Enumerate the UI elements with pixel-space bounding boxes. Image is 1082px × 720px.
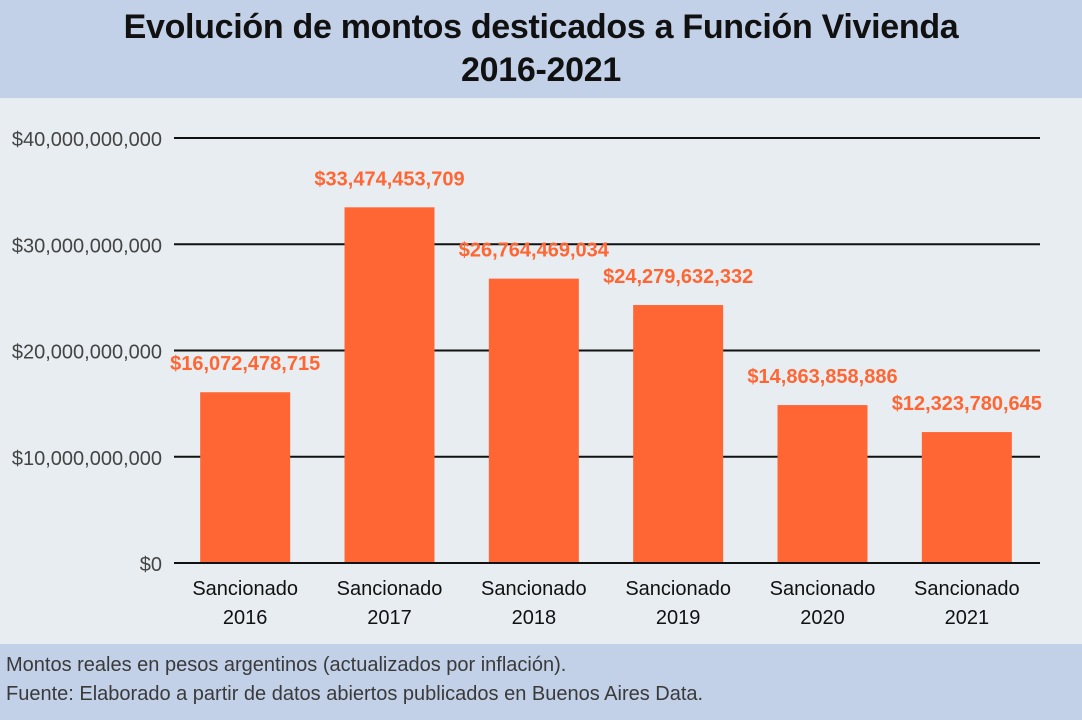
- y-tick-label: $20,000,000,000: [12, 342, 162, 364]
- y-tick-label: $0: [140, 554, 162, 576]
- chart-title: Evolución de montos desticados a Función…: [0, 6, 1082, 92]
- x-tick-label: Sancionado: [625, 578, 731, 600]
- bar-chart: $0 $10,000,000,000 $20,000,000,000 $30,000,…: [12, 129, 1042, 629]
- footer-note-units: Montos reales en pesos argentinos (actua…: [6, 654, 567, 676]
- chart-title-line2: 2016-2021: [461, 51, 621, 89]
- data-label: $24,279,632,332: [603, 266, 753, 288]
- y-tick-label: $10,000,000,000: [12, 448, 162, 470]
- bar: [633, 305, 724, 563]
- x-tick-label: Sancionado: [770, 578, 876, 600]
- chart-title-line1: Evolución de montos desticados a Función…: [123, 8, 959, 46]
- x-tick-label: Sancionado: [337, 578, 443, 600]
- x-tick-label: 2020: [800, 607, 845, 629]
- footer-note-source: Fuente: Elaborado a partir de datos abie…: [6, 683, 704, 705]
- data-label: $12,323,780,645: [892, 393, 1042, 415]
- bar: [921, 432, 1012, 563]
- x-tick-label: 2018: [512, 607, 557, 629]
- x-tick-label: 2019: [656, 607, 701, 629]
- bar: [488, 278, 579, 563]
- data-label: $14,863,858,886: [747, 366, 897, 388]
- y-tick-label: $30,000,000,000: [12, 235, 162, 257]
- data-label: $26,764,469,034: [459, 240, 610, 262]
- x-tick-label: Sancionado: [192, 578, 298, 600]
- y-tick-label: $40,000,000,000: [12, 129, 162, 151]
- x-tick-label: 2016: [223, 607, 268, 629]
- x-tick-label: 2021: [945, 607, 990, 629]
- bar: [777, 405, 868, 563]
- data-label: $33,474,453,709: [314, 168, 464, 190]
- footer-notes: Montos reales en pesos argentinos (actua…: [6, 651, 703, 709]
- x-tick-label: 2017: [367, 607, 412, 629]
- footer-band: [0, 644, 1082, 720]
- x-tick-label: Sancionado: [914, 578, 1020, 600]
- bar: [344, 207, 435, 563]
- bar: [200, 392, 291, 563]
- data-label: $16,072,478,715: [170, 353, 320, 375]
- x-tick-label: Sancionado: [481, 578, 587, 600]
- title-band: [0, 0, 1082, 98]
